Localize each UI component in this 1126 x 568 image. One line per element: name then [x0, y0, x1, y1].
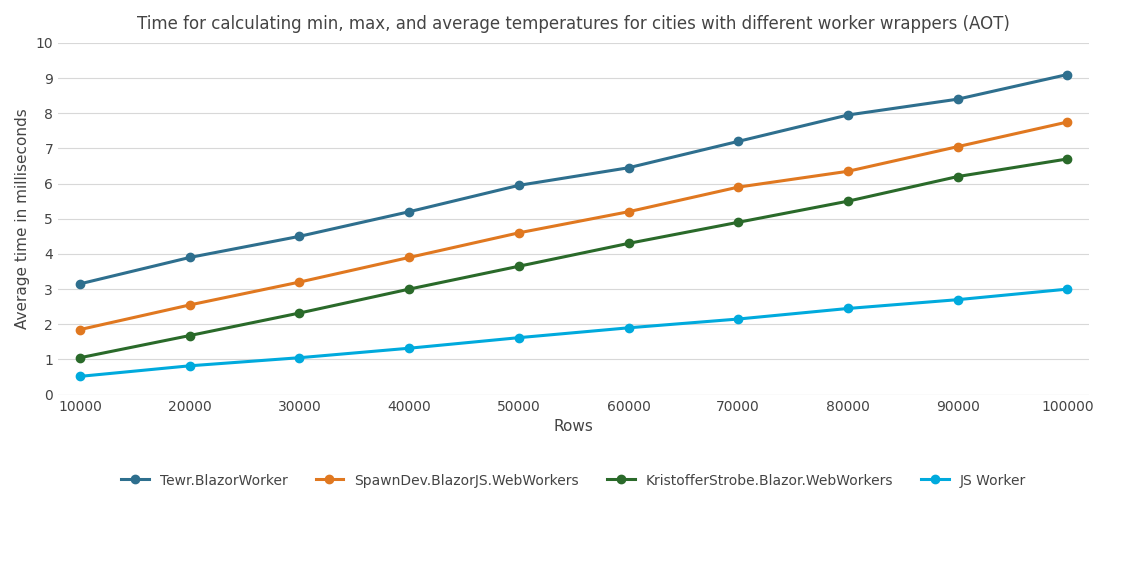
- Tewr.BlazorWorker: [1061, 71, 1074, 78]
- Tewr.BlazorWorker: [402, 208, 415, 215]
- JS Worker: [73, 373, 87, 380]
- Line: KristofferStrobe.Blazor.WebWorkers: KristofferStrobe.Blazor.WebWorkers: [75, 155, 1072, 362]
- SpawnDev.BlazorJS.WebWorkers: [622, 208, 635, 215]
- SpawnDev.BlazorJS.WebWorkers: [732, 183, 745, 190]
- Tewr.BlazorWorker: [182, 254, 196, 261]
- Line: JS Worker: JS Worker: [75, 285, 1072, 381]
- KristofferStrobe.Blazor.WebWorkers: [622, 240, 635, 247]
- JS Worker: [402, 345, 415, 352]
- KristofferStrobe.Blazor.WebWorkers: [73, 354, 87, 361]
- JS Worker: [182, 362, 196, 369]
- Tewr.BlazorWorker: [73, 281, 87, 287]
- Line: Tewr.BlazorWorker: Tewr.BlazorWorker: [75, 70, 1072, 288]
- KristofferStrobe.Blazor.WebWorkers: [950, 173, 964, 180]
- KristofferStrobe.Blazor.WebWorkers: [293, 310, 306, 316]
- Tewr.BlazorWorker: [841, 111, 855, 118]
- Tewr.BlazorWorker: [950, 96, 964, 103]
- SpawnDev.BlazorJS.WebWorkers: [1061, 119, 1074, 126]
- KristofferStrobe.Blazor.WebWorkers: [182, 332, 196, 339]
- KristofferStrobe.Blazor.WebWorkers: [841, 198, 855, 204]
- SpawnDev.BlazorJS.WebWorkers: [841, 168, 855, 175]
- JS Worker: [950, 296, 964, 303]
- KristofferStrobe.Blazor.WebWorkers: [1061, 156, 1074, 162]
- JS Worker: [293, 354, 306, 361]
- SpawnDev.BlazorJS.WebWorkers: [950, 143, 964, 150]
- KristofferStrobe.Blazor.WebWorkers: [512, 263, 526, 270]
- Title: Time for calculating min, max, and average temperatures for cities with differen: Time for calculating min, max, and avera…: [137, 15, 1010, 33]
- JS Worker: [1061, 286, 1074, 293]
- Legend: Tewr.BlazorWorker, SpawnDev.BlazorJS.WebWorkers, KristofferStrobe.Blazor.WebWork: Tewr.BlazorWorker, SpawnDev.BlazorJS.Web…: [116, 468, 1031, 493]
- SpawnDev.BlazorJS.WebWorkers: [402, 254, 415, 261]
- JS Worker: [732, 316, 745, 323]
- KristofferStrobe.Blazor.WebWorkers: [402, 286, 415, 293]
- SpawnDev.BlazorJS.WebWorkers: [293, 279, 306, 286]
- Y-axis label: Average time in milliseconds: Average time in milliseconds: [15, 108, 30, 329]
- SpawnDev.BlazorJS.WebWorkers: [512, 229, 526, 236]
- KristofferStrobe.Blazor.WebWorkers: [732, 219, 745, 225]
- SpawnDev.BlazorJS.WebWorkers: [73, 326, 87, 333]
- SpawnDev.BlazorJS.WebWorkers: [182, 302, 196, 308]
- Tewr.BlazorWorker: [293, 233, 306, 240]
- Tewr.BlazorWorker: [732, 138, 745, 145]
- Tewr.BlazorWorker: [512, 182, 526, 189]
- JS Worker: [841, 305, 855, 312]
- X-axis label: Rows: Rows: [554, 419, 593, 434]
- Line: SpawnDev.BlazorJS.WebWorkers: SpawnDev.BlazorJS.WebWorkers: [75, 118, 1072, 334]
- JS Worker: [512, 334, 526, 341]
- JS Worker: [622, 324, 635, 331]
- Tewr.BlazorWorker: [622, 164, 635, 171]
